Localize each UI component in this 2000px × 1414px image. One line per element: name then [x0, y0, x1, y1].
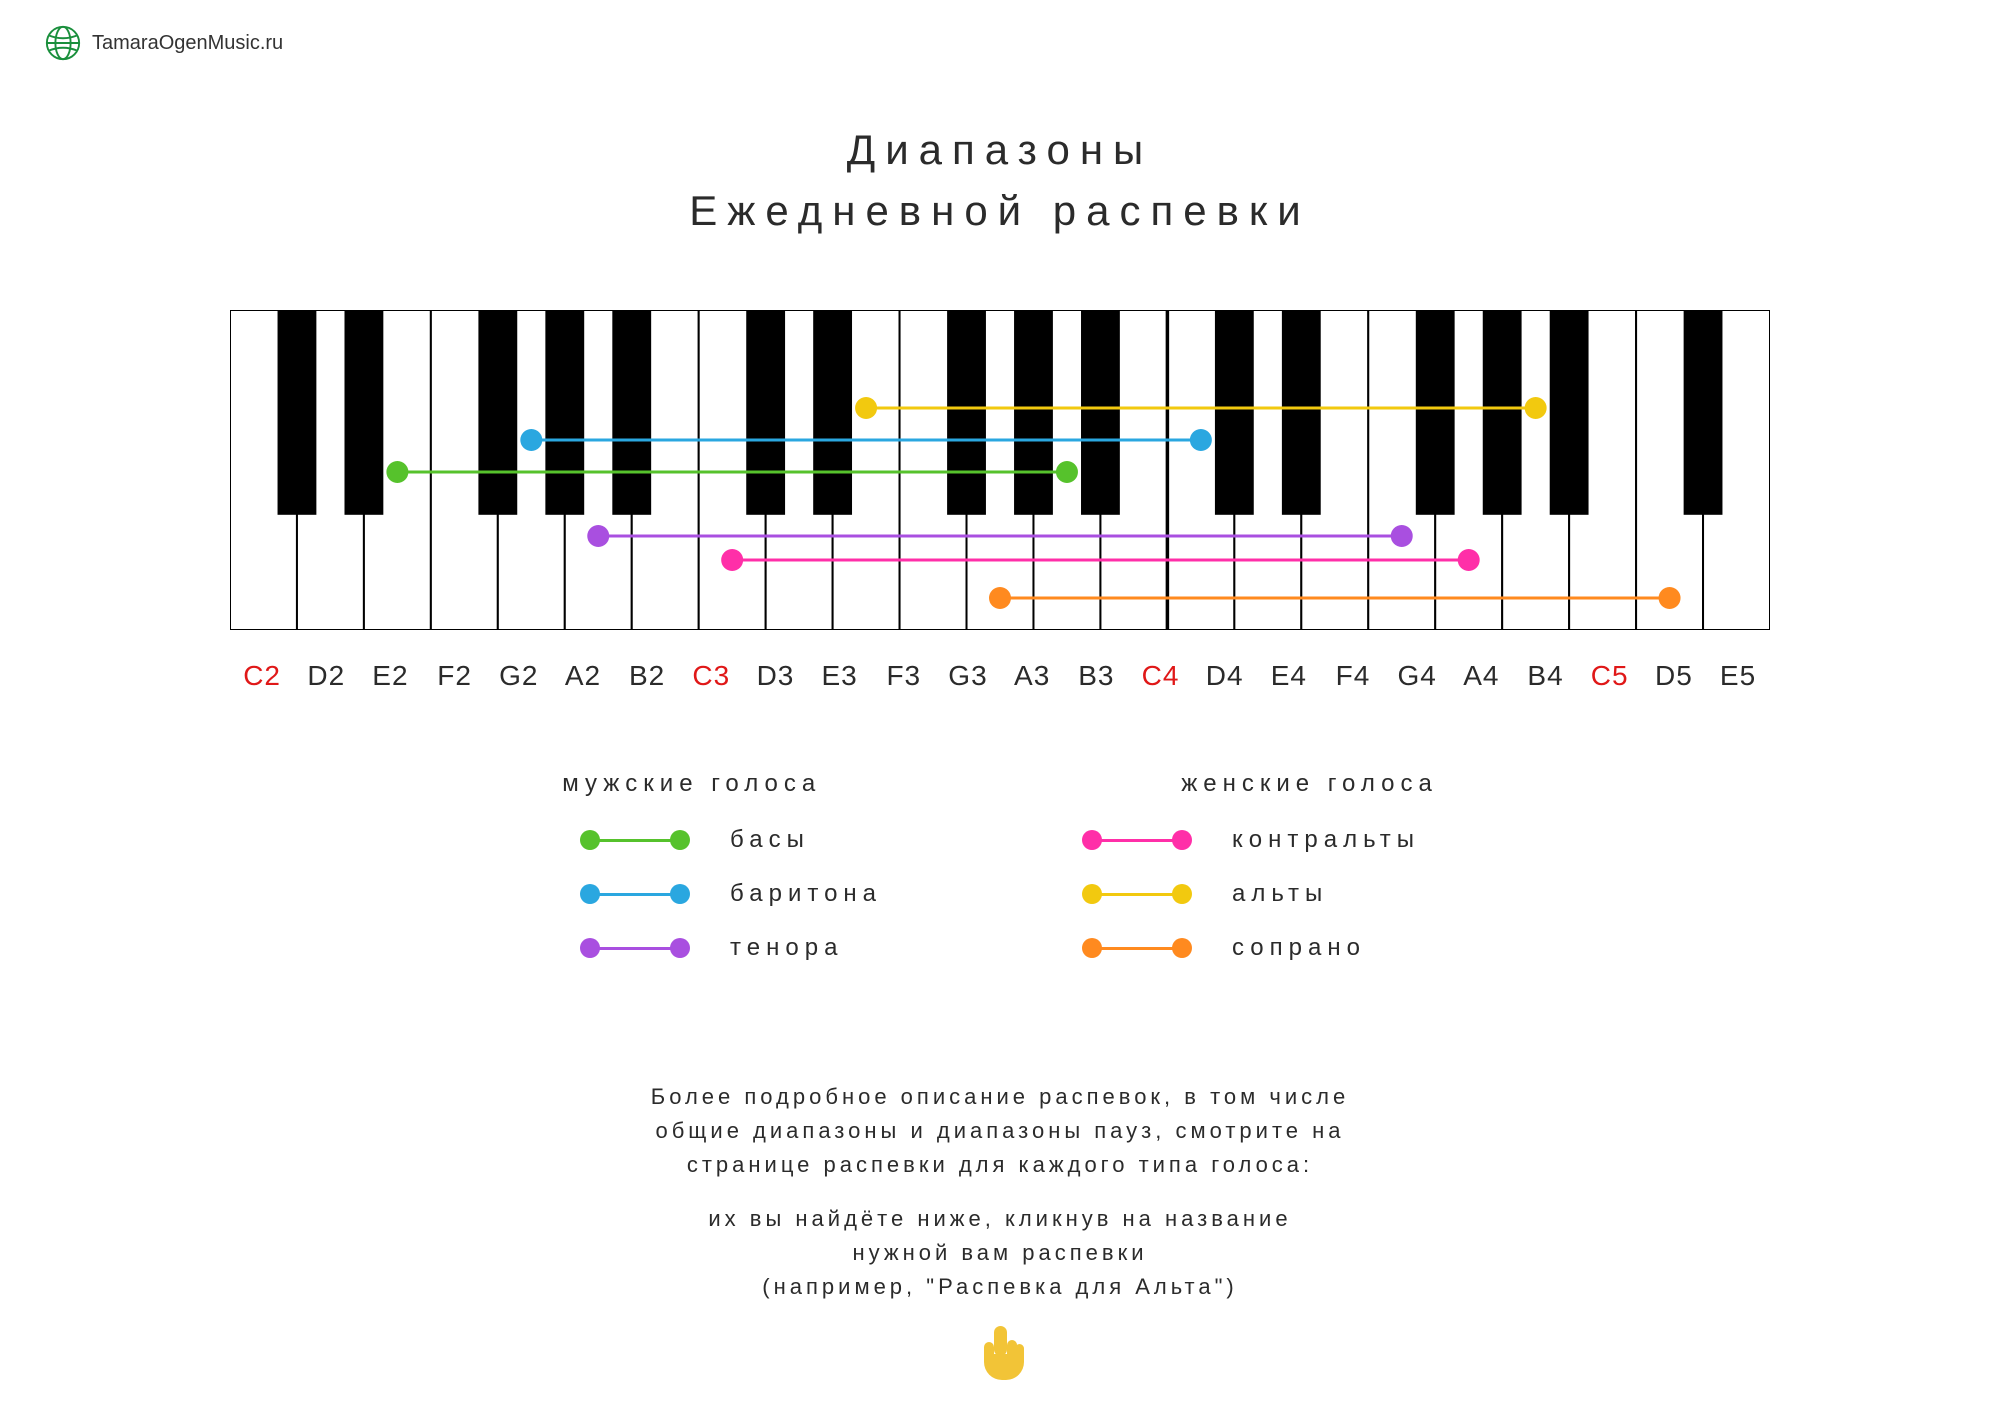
piano-svg — [230, 310, 1770, 630]
black-key — [1483, 310, 1522, 515]
brand-text: TamaraOgenMusic.ru — [92, 32, 283, 55]
note-label: G3 — [936, 660, 1000, 692]
note-labels-row: C2D2E2F2G2A2B2C3D3E3F3G3A3B3C4D4E4F4G4A4… — [230, 660, 1770, 692]
footer-paragraph-2: их вы найдёте ниже, кликнув на названиен… — [0, 1202, 2000, 1304]
note-label: E4 — [1257, 660, 1321, 692]
note-label: E5 — [1706, 660, 1770, 692]
legend-label: контральты — [1232, 826, 1420, 854]
black-key — [344, 310, 383, 515]
legend: мужские голоса женские голоса басы барито… — [0, 770, 2000, 962]
range-dot-contralto — [721, 549, 743, 571]
note-label: B4 — [1513, 660, 1577, 692]
note-label: F2 — [423, 660, 487, 692]
black-key — [478, 310, 517, 515]
range-dot-alto — [855, 397, 877, 419]
range-dot-soprano — [989, 587, 1011, 609]
range-dot-bass — [1056, 461, 1078, 483]
note-label: F3 — [872, 660, 936, 692]
legend-label: сопрано — [1232, 934, 1366, 962]
range-dot-tenor — [587, 525, 609, 547]
range-dot-baritone — [520, 429, 542, 451]
footer-paragraph-1: Более подробное описание распевок, в том… — [0, 1080, 2000, 1182]
note-label: C5 — [1578, 660, 1642, 692]
note-label: D4 — [1193, 660, 1257, 692]
piano-diagram — [230, 310, 1770, 635]
legend-item: басы — [580, 826, 882, 854]
legend-label: тенора — [730, 934, 843, 962]
footer-text: Более подробное описание распевок, в том… — [0, 1080, 2000, 1325]
legend-headers: мужские голоса женские голоса — [0, 770, 2000, 798]
title-line-1: Диапазоны — [0, 120, 2000, 181]
black-key — [947, 310, 986, 515]
legend-label: баритона — [730, 880, 882, 908]
note-label: G4 — [1385, 660, 1449, 692]
black-key — [1282, 310, 1321, 515]
note-label: D2 — [294, 660, 358, 692]
legend-header-female: женские голоса — [1181, 770, 1438, 798]
page-title: Диапазоны Ежедневной распевки — [0, 120, 2000, 242]
range-dot-bass — [386, 461, 408, 483]
black-key — [1684, 310, 1723, 515]
note-label: A3 — [1000, 660, 1064, 692]
note-label: D5 — [1642, 660, 1706, 692]
note-label: B3 — [1064, 660, 1128, 692]
note-label: A4 — [1449, 660, 1513, 692]
legend-swatch — [580, 938, 690, 958]
note-label: C3 — [679, 660, 743, 692]
black-key — [278, 310, 317, 515]
black-key — [1550, 310, 1589, 515]
legend-swatch — [580, 830, 690, 850]
legend-item: тенора — [580, 934, 882, 962]
legend-swatch — [1082, 938, 1192, 958]
black-key — [1215, 310, 1254, 515]
legend-item: альты — [1082, 880, 1420, 908]
note-label: F4 — [1321, 660, 1385, 692]
black-key — [1081, 310, 1120, 515]
brand-logo: TamaraOgenMusic.ru — [44, 24, 283, 62]
note-label: G2 — [487, 660, 551, 692]
legend-label: альты — [1232, 880, 1328, 908]
range-dot-contralto — [1458, 549, 1480, 571]
note-label: E3 — [808, 660, 872, 692]
legend-col-female: контральты альты сопрано — [1082, 826, 1420, 962]
black-key — [612, 310, 651, 515]
range-dot-tenor — [1391, 525, 1413, 547]
legend-swatch — [1082, 830, 1192, 850]
title-line-2: Ежедневной распевки — [0, 181, 2000, 242]
legend-item: контральты — [1082, 826, 1420, 854]
range-dot-baritone — [1190, 429, 1212, 451]
range-dot-alto — [1525, 397, 1547, 419]
black-key — [545, 310, 584, 515]
legend-item: сопрано — [1082, 934, 1420, 962]
legend-swatch — [580, 884, 690, 904]
legend-col-male: басы баритона тенора — [580, 826, 882, 962]
legend-swatch — [1082, 884, 1192, 904]
note-label: E2 — [358, 660, 422, 692]
black-key — [1416, 310, 1455, 515]
legend-label: басы — [730, 826, 810, 854]
black-key — [746, 310, 785, 515]
pointer-down-icon — [970, 1320, 1030, 1393]
note-label: A2 — [551, 660, 615, 692]
black-key — [813, 310, 852, 515]
globe-icon — [44, 24, 82, 62]
black-key — [1014, 310, 1053, 515]
note-label: D3 — [743, 660, 807, 692]
note-label: B2 — [615, 660, 679, 692]
range-dot-soprano — [1659, 587, 1681, 609]
note-label: C4 — [1128, 660, 1192, 692]
note-label: C2 — [230, 660, 294, 692]
legend-header-male: мужские голоса — [562, 770, 821, 798]
legend-item: баритона — [580, 880, 882, 908]
